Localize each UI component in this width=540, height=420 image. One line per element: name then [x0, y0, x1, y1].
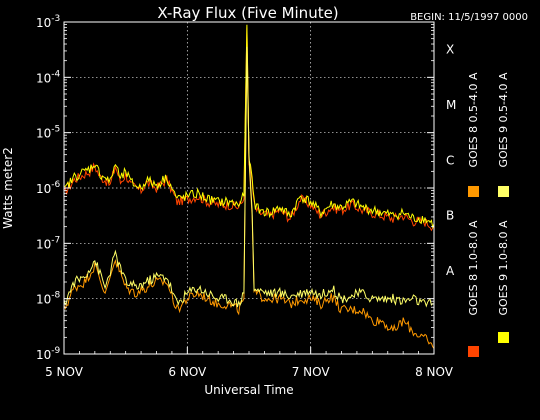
y-axis: 10-9 10-8 10-7 10-6 10-5 10-4 10-3: [36, 14, 434, 362]
flare-class-axis: A B C M X: [446, 43, 456, 278]
legend-swatch-2: [498, 332, 509, 343]
legend-label-3: GOES 9 0.5-4.0 A: [497, 72, 510, 168]
series-line-1: [63, 49, 435, 349]
y-tick-label-3: 10-6: [36, 180, 61, 196]
x-tick-label-0: 5 NOV: [45, 365, 84, 379]
y-tick-label-2: 10-7: [36, 235, 60, 251]
chart-subtitle: BEGIN: 11/5/1997 0000: [410, 12, 528, 23]
y-tick-label-0: 10-9: [36, 346, 61, 362]
flare-class-label-4: X: [446, 43, 454, 57]
y-tick-label-5: 10-4: [36, 69, 61, 85]
legend: GOES 8 1.0-8.0 A GOES 8 0.5-4.0 A GOES 9 1…: [467, 72, 510, 357]
x-tick-label-3: 8 NOV: [415, 365, 454, 379]
series-group: [63, 24, 435, 349]
flare-class-label-1: B: [446, 209, 454, 223]
legend-label-2: GOES 9 1.0-8.0 A: [497, 220, 510, 316]
y-axis-label: Watts meter2: [1, 147, 15, 229]
flare-class-label-0: A: [446, 264, 455, 278]
chart-title: X-Ray Flux (Five Minute): [157, 4, 338, 22]
grid: [64, 22, 434, 354]
x-tick-label-1: 6 NOV: [168, 365, 207, 379]
series-line-3: [63, 46, 435, 308]
x-axis-label: Universal Time: [204, 383, 293, 397]
legend-swatch-3: [498, 186, 509, 197]
flare-class-label-2: C: [446, 153, 454, 167]
legend-label-1: GOES 8 0.5-4.0 A: [467, 72, 480, 168]
y-tick-label-6: 10-3: [36, 14, 60, 30]
series-line-2: [63, 24, 435, 229]
x-axis: 5 NOV 6 NOV 7 NOV 8 NOV: [45, 347, 454, 379]
legend-swatch-0: [468, 346, 479, 357]
y-tick-label-1: 10-8: [36, 291, 61, 307]
legend-swatch-1: [468, 186, 479, 197]
legend-label-0: GOES 8 1.0-8.0 A: [467, 220, 480, 316]
x-tick-label-2: 7 NOV: [292, 365, 331, 379]
flare-class-label-3: M: [446, 98, 456, 112]
y-tick-label-4: 10-5: [36, 125, 60, 141]
